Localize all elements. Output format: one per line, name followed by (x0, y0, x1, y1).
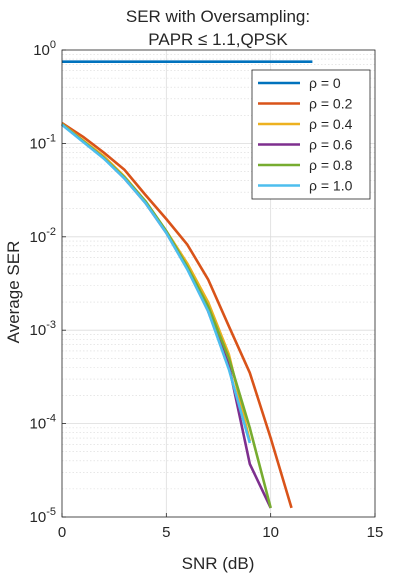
x-axis-label: SNR (dB) (182, 554, 255, 573)
legend-label: ρ = 0.6 (309, 137, 353, 153)
y-tick-label: 10-2 (30, 226, 56, 246)
y-tick-label: 10-3 (30, 319, 56, 339)
chart-title-line-2: PAPR ≤ 1.1,QPSK (148, 30, 288, 49)
y-tick-labels: 10-5 10-4 10-3 10-2 10-1 100 (30, 39, 56, 526)
y-tick-label: 10-4 (30, 413, 56, 433)
legend-label: ρ = 1.0 (309, 178, 353, 194)
x-tick-labels: 0 5 10 15 (58, 524, 384, 541)
axes-box (61, 49, 376, 518)
y-tick-label: 10-5 (30, 506, 56, 526)
series-layer (61, 60, 313, 509)
series-line (61, 122, 293, 509)
y-tick-label: 10-1 (30, 132, 56, 152)
legend[interactable]: ρ = 0 ρ = 0.2 ρ = 0.4 ρ = 0.6 ρ = 0.8 ρ = 1.0 (251, 69, 371, 200)
y-tick-label: 100 (33, 39, 56, 59)
series-line (61, 123, 252, 444)
legend-label: ρ = 0.8 (309, 157, 353, 173)
legend-label: ρ = 0.2 (309, 96, 353, 112)
x-tick-label: 15 (367, 524, 384, 541)
legend-label: ρ = 0 (309, 75, 341, 91)
legend-label: ρ = 0.4 (309, 116, 353, 132)
legend-box (251, 69, 371, 200)
y-axis-label: Average SER (4, 241, 23, 344)
tick-marks (61, 49, 376, 518)
x-tick-label: 10 (262, 524, 279, 541)
chart-title-line-1: SER with Oversampling: (126, 7, 310, 26)
x-tick-label: 5 (162, 524, 170, 541)
x-tick-label: 0 (58, 524, 66, 541)
